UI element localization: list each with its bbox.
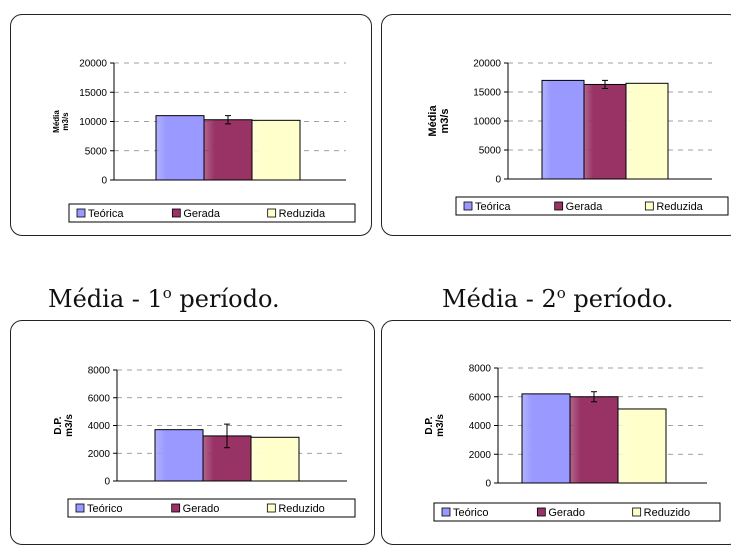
- legend-label: Reduzido: [644, 507, 690, 519]
- legend-swatch: [644, 201, 654, 211]
- legend-swatch: [267, 208, 277, 218]
- legend-swatch: [75, 503, 85, 513]
- y-tick-label: 5000: [479, 146, 502, 157]
- y-axis-label-line: m3/s: [435, 414, 446, 437]
- y-axis-label: D.P. m3/s: [53, 414, 75, 437]
- legend-swatch: [441, 507, 451, 517]
- chart-panel-dp-2: 0 2000 4000 6000 8000 D.P. m3/s Teórico Gerado Re…: [381, 320, 731, 545]
- y-tick-label: 10000: [473, 117, 501, 128]
- y-tick-label: 6000: [469, 392, 492, 403]
- y-tick-label: 20000: [79, 59, 107, 70]
- caption-text: período.: [565, 285, 674, 313]
- legend-label: Teórica: [88, 208, 124, 220]
- y-tick-label: 20000: [473, 59, 501, 70]
- y-tick-label: 8000: [88, 366, 111, 377]
- legend-swatch: [171, 503, 181, 513]
- y-axis-label-line: m3/s: [61, 112, 70, 131]
- legend-swatch: [632, 507, 642, 517]
- legend-label: Teórico: [87, 503, 122, 515]
- y-tick-label: 0: [101, 176, 107, 187]
- bar-teórica: [541, 79, 585, 180]
- y-axis-label: D.P. m3/s: [424, 414, 446, 437]
- caption-text: Média - 1: [48, 285, 163, 313]
- legend-box: [433, 502, 721, 522]
- y-tick-label: 0: [104, 477, 110, 488]
- chart-panel-media-1: 0 5000 10000 15000 20000 Média m3/s Teórica Gera…: [10, 14, 372, 236]
- bar-teórica: [155, 115, 205, 181]
- legend-swatch: [171, 208, 181, 218]
- legend-box: [67, 498, 356, 518]
- legend-swatch: [554, 201, 564, 211]
- bar-reduzida: [625, 82, 669, 180]
- y-tick-label: 4000: [88, 421, 111, 432]
- legend-label: Teórica: [475, 201, 511, 213]
- y-tick-label: 10000: [79, 117, 107, 128]
- y-axis-label-line: m3/s: [64, 414, 75, 437]
- bar-teórico: [154, 429, 204, 482]
- legend-label: Gerada: [183, 208, 221, 220]
- chart-panel-dp-1: 0 2000 4000 6000 8000 D.P. m3/s Teórico Gerado Re…: [10, 320, 375, 545]
- y-tick-label: 0: [485, 479, 491, 490]
- bar-reduzido: [250, 436, 300, 482]
- y-tick-label: 15000: [79, 88, 107, 99]
- y-axis-label: Média m3/s: [427, 105, 451, 137]
- y-axis-label: Média m3/s: [52, 110, 70, 133]
- legend-label: Reduzida: [656, 201, 703, 213]
- chart-media-1: 0 5000 10000 15000 20000 Média m3/s Teórica Gera…: [52, 59, 356, 223]
- y-tick-label: 0: [495, 175, 501, 186]
- y-axis-label-line: D.P.: [424, 416, 435, 434]
- bar-reduzido: [617, 408, 667, 484]
- legend-label: Gerado: [183, 503, 220, 515]
- bar-gerado: [569, 396, 619, 484]
- legend-label: Gerada: [566, 201, 604, 213]
- y-tick-label: 2000: [469, 450, 492, 461]
- y-axis-label-line: D.P.: [53, 416, 64, 434]
- bar-gerada: [583, 83, 627, 180]
- y-tick-label: 2000: [88, 449, 111, 460]
- caption-sup: o: [556, 284, 566, 302]
- chart-panel-media-2: 0 5000 10000 15000 20000 Média m3/s Teórica Gera…: [381, 14, 731, 236]
- caption-media-1: Média - 1o período.: [48, 284, 280, 313]
- bar-teórico: [521, 393, 571, 484]
- y-tick-label: 6000: [88, 393, 111, 404]
- legend-swatch: [76, 208, 86, 218]
- chart-media-2: 0 5000 10000 15000 20000 Média m3/s Teórica Gera…: [427, 59, 729, 216]
- y-axis-label-line: m3/s: [439, 108, 451, 133]
- bar-gerada: [203, 119, 253, 181]
- caption-text: Média - 2: [442, 285, 557, 313]
- y-axis-label-line: Média: [52, 110, 61, 133]
- caption-media-2: Média - 2o período.: [442, 284, 674, 313]
- legend-label: Gerado: [548, 507, 585, 519]
- legend-label: Reduzido: [278, 503, 324, 515]
- y-axis-label-line: Média: [427, 105, 439, 137]
- legend-swatch: [463, 201, 473, 211]
- legend-swatch: [266, 503, 276, 513]
- y-tick-label: 15000: [473, 88, 501, 99]
- legend-label: Teórico: [453, 507, 488, 519]
- caption-text: período.: [171, 285, 280, 313]
- chart-dp-1: 0 2000 4000 6000 8000 D.P. m3/s Teórico Gerado Re…: [53, 366, 356, 518]
- legend-label: Reduzida: [279, 208, 326, 220]
- caption-sup: o: [162, 284, 172, 302]
- legend-box: [68, 203, 356, 223]
- bar-reduzida: [251, 119, 301, 181]
- y-tick-label: 4000: [469, 421, 492, 432]
- legend-swatch: [536, 507, 546, 517]
- y-tick-label: 5000: [85, 146, 108, 157]
- y-tick-label: 8000: [469, 364, 492, 375]
- chart-dp-2: 0 2000 4000 6000 8000 D.P. m3/s Teórico Gerado Re…: [424, 364, 721, 522]
- legend-box: [455, 196, 729, 216]
